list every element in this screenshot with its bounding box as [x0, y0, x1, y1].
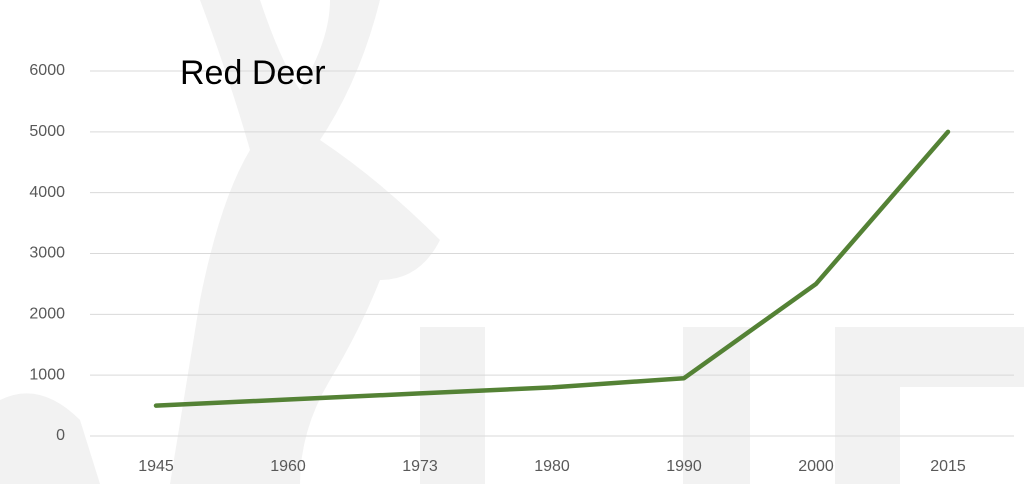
y-tick-label: 6000	[29, 62, 65, 79]
x-tick-label: 1960	[270, 458, 306, 475]
y-tick-label: 4000	[29, 184, 65, 201]
x-tick-label: 1990	[666, 458, 702, 475]
data-line	[153, 129, 951, 408]
x-tick-label: 2000	[798, 458, 834, 475]
x-tick-label: 1973	[402, 458, 438, 475]
chart-title: Red Deer	[180, 54, 326, 92]
y-tick-label: 5000	[29, 123, 65, 140]
x-tick-label: 2015	[930, 458, 966, 475]
y-tick-label: 1000	[29, 366, 65, 383]
x-tick-label: 1945	[138, 458, 174, 475]
y-tick-label: 3000	[29, 245, 65, 262]
y-tick-label: 0	[56, 427, 65, 444]
x-tick-label: 1980	[534, 458, 570, 475]
y-tick-label: 2000	[29, 306, 65, 323]
